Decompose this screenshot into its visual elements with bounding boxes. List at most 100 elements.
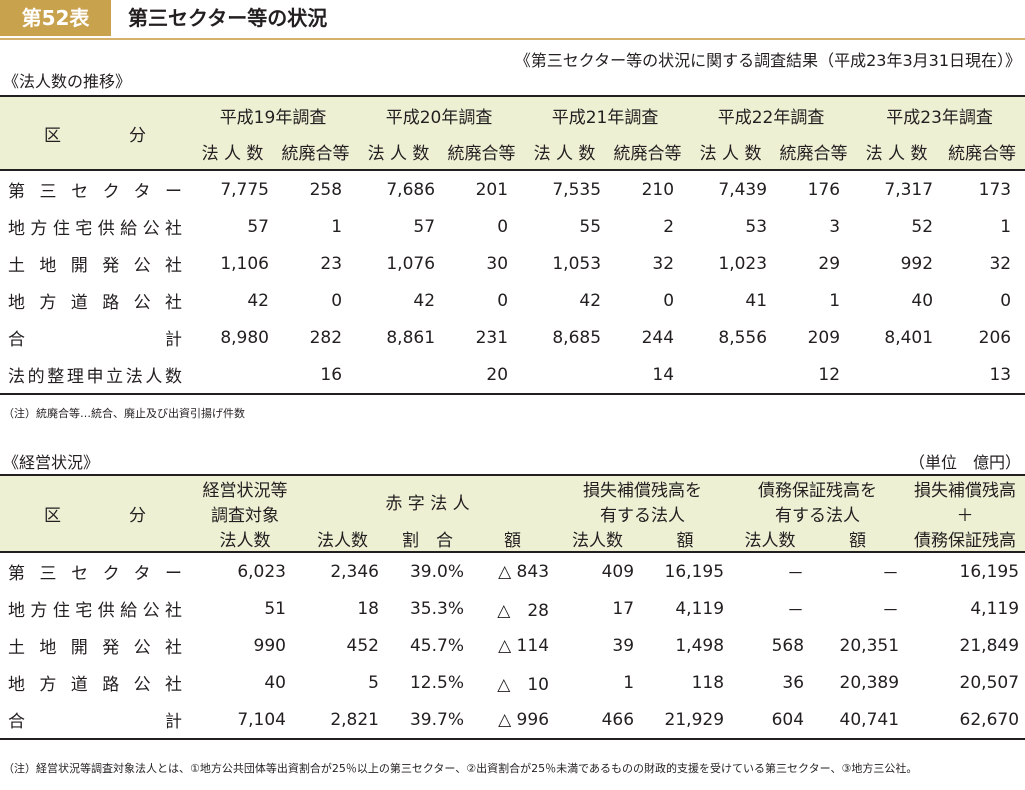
col-header-taisho-1: 経営状況等 <box>190 475 300 501</box>
cell-count: 41 <box>745 290 768 311</box>
cell-ak-a: △ 114 <box>498 635 550 656</box>
cell-taisho: 990 <box>253 635 286 656</box>
cell-taisho: 40 <box>264 672 286 693</box>
row-label: 土地開発公社 <box>8 256 182 276</box>
cell-count: 40 <box>911 290 934 311</box>
col-header-deficit: 赤 字 法 人 <box>300 475 556 526</box>
cell-so-a: 4,119 <box>675 598 725 619</box>
col-header-deficit-count: 法人数 <box>300 526 385 552</box>
cell-count: 1,076 <box>386 253 436 274</box>
cell-count: 42 <box>413 290 436 311</box>
cell-merge: 0 <box>1000 290 1012 311</box>
cell-merge: 0 <box>331 290 343 311</box>
col-header-debt-guar-2: 有する法人 <box>730 501 906 526</box>
col-header-year: 平成21年調査 <box>522 96 689 133</box>
row-label: 地方道路公社 <box>8 293 182 313</box>
cell-merge: 209 <box>807 327 841 348</box>
row-label: 第三セクター <box>8 564 182 584</box>
col-header-taisho-2: 調査対象 <box>190 501 300 526</box>
cell-count <box>688 356 773 394</box>
cell-total: 21,849 <box>959 635 1020 656</box>
table-row: 第三セクター 6,023 2,346 39.0% △ 843 409 16,195 － － 16,… <box>0 552 1025 590</box>
cell-merge: 32 <box>989 253 1012 274</box>
cell-count: 7,686 <box>386 179 436 200</box>
cell-count: 57 <box>247 216 269 237</box>
cell-merge: 0 <box>663 290 675 311</box>
table-row: 第三セクター 7,775 258 7,686 201 7,535 210 7,439 176 7,… <box>0 170 1025 208</box>
cell-sa-a: 20,389 <box>839 672 900 693</box>
cell-ak-r: 39.7% <box>409 709 464 730</box>
cell-so-n: 466 <box>601 709 635 730</box>
cell-ak-r: 39.0% <box>409 561 464 582</box>
cell-merge: 23 <box>320 253 343 274</box>
cell-count: 8,685 <box>552 327 602 348</box>
col-header-merge: 統廃合等 <box>275 133 357 170</box>
cell-count <box>854 356 939 394</box>
cell-ak-n: 452 <box>346 635 379 656</box>
cell-ak-a: △ 10 <box>497 675 550 695</box>
cell-ak-n: 2,346 <box>330 561 379 582</box>
cell-merge: 0 <box>497 216 509 237</box>
table-row: 合計 7,104 2,821 39.7% △ 996 466 21,929 604 40,741… <box>0 701 1025 739</box>
table-number-badge: 第52表 <box>0 0 111 36</box>
cell-count: 7,775 <box>220 179 269 200</box>
cell-ak-a: △ 996 <box>498 709 550 730</box>
cell-count: 7,317 <box>884 179 934 200</box>
col-header-taisho-3: 法人数 <box>190 526 300 552</box>
cell-merge: 13 <box>989 364 1012 385</box>
cell-ak-r: 35.3% <box>409 598 464 619</box>
col-header-debt-guar-1: 債務保証残高を <box>730 475 906 501</box>
cell-merge: 12 <box>818 364 841 385</box>
cell-so-a: 16,195 <box>664 561 725 582</box>
cell-count: 7,439 <box>718 179 768 200</box>
cell-merge: 14 <box>652 364 675 385</box>
cell-merge: 0 <box>497 290 509 311</box>
cell-sa-n: 604 <box>771 709 805 730</box>
cell-so-n: 409 <box>601 561 635 582</box>
cell-merge: 244 <box>641 327 675 348</box>
cell-merge: 173 <box>978 179 1012 200</box>
cell-merge: 1 <box>829 290 841 311</box>
col-header-loss-comp-1: 損失補償残高を <box>555 475 731 501</box>
col-header-count: 法 人 数 <box>688 133 774 170</box>
col-header-count: 法 人 数 <box>522 133 608 170</box>
cell-sa-n: 36 <box>782 672 805 693</box>
cell-merge: 16 <box>320 364 343 385</box>
cell-ak-n: 2,821 <box>330 709 379 730</box>
table-row: 合計 8,980 282 8,861 231 8,685 244 8,556 209 8,401 2… <box>0 319 1025 356</box>
cell-merge: 1 <box>331 216 343 237</box>
cell-ak-r: 45.7% <box>409 635 464 656</box>
cell-ak-r: 12.5% <box>409 672 464 693</box>
cell-merge: 1 <box>1000 216 1012 237</box>
cell-so-a: 118 <box>691 672 725 693</box>
row-label: 合計 <box>8 712 182 732</box>
col-header-year: 平成20年調査 <box>356 96 523 133</box>
col-header-deficit-amount: 額 <box>470 526 556 552</box>
row-label: 地方住宅供給公社 <box>8 601 182 621</box>
col-header-debt-count: 法人数 <box>730 526 811 552</box>
cell-merge: 29 <box>818 253 841 274</box>
source-caption: 《第三セクター等の状況に関する調査結果（平成23年3月31日現在）》 <box>514 51 1021 70</box>
cell-taisho: 7,104 <box>237 709 286 730</box>
cell-so-n: 1 <box>623 672 635 693</box>
col-header-count: 法 人 数 <box>356 133 442 170</box>
unit-caption: （単位 億円） <box>908 453 1021 472</box>
table-row: 法的整理申立法人数 16 20 14 12 13 <box>0 356 1025 394</box>
cell-so-n: 39 <box>612 635 635 656</box>
cell-count: 8,980 <box>220 327 269 348</box>
cell-merge: 2 <box>663 216 675 237</box>
cell-count: 52 <box>911 216 934 237</box>
col-header-total-1: 損失補償残高 <box>905 475 1025 501</box>
table-row: 地方道路公社 40 5 12.5% △ 10 1 118 36 20,389 20,507 <box>0 664 1025 701</box>
row-label: 第三セクター <box>8 182 182 202</box>
cell-merge: 30 <box>486 253 509 274</box>
table-row: 地方住宅供給公社 51 18 35.3% △ 28 17 4,119 － － 4,119 <box>0 590 1025 627</box>
cell-count <box>190 356 275 394</box>
cell-merge: 231 <box>475 327 509 348</box>
cell-taisho: 6,023 <box>237 561 286 582</box>
cell-merge: 3 <box>829 216 841 237</box>
row-label: 地方住宅供給公社 <box>8 219 182 239</box>
table-row: 地方道路公社 42 0 42 0 42 0 41 1 40 0 <box>0 282 1025 319</box>
cell-count: 992 <box>900 253 934 274</box>
section-title-corporations: 《法人数の推移》 <box>3 72 132 91</box>
